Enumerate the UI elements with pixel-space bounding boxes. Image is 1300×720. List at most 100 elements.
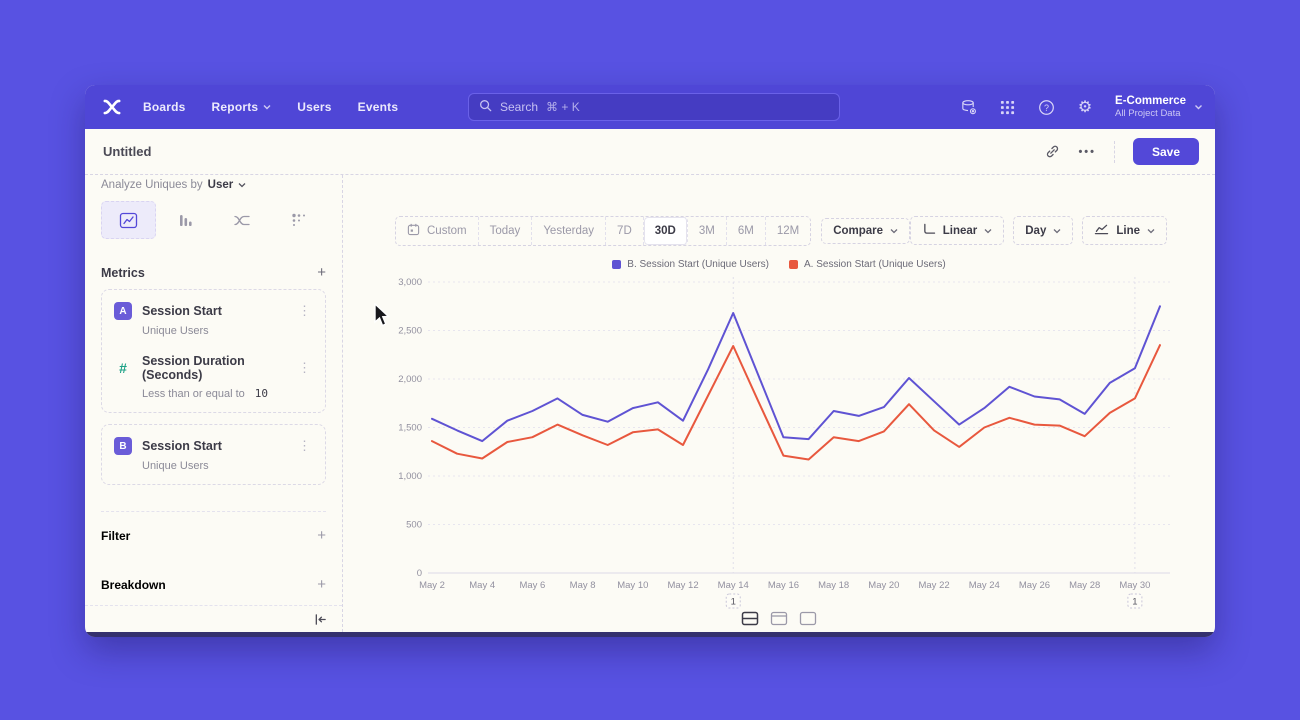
svg-text:1: 1: [1132, 597, 1137, 608]
chevron-down-icon: [1194, 104, 1203, 110]
collapse-sidebar-icon[interactable]: [313, 613, 328, 626]
analyze-uniques-row: Analyze Uniques by User: [101, 177, 326, 193]
tab-retention[interactable]: [271, 201, 326, 239]
layout-chart-only-icon[interactable]: [799, 611, 817, 626]
legend-swatch: [789, 260, 798, 269]
svg-text:May 30: May 30: [1119, 580, 1150, 591]
add-breakdown-button[interactable]: +: [317, 576, 326, 593]
metric-title[interactable]: Session Start: [142, 439, 222, 453]
svg-text:1,000: 1,000: [398, 471, 422, 482]
metric-badge-b: B: [114, 437, 132, 455]
add-filter-button[interactable]: +: [317, 527, 326, 544]
help-icon[interactable]: ?: [1037, 98, 1055, 116]
svg-text:1,500: 1,500: [398, 423, 422, 434]
date-range-12m[interactable]: 12M: [776, 225, 800, 237]
tab-flows[interactable]: [215, 201, 270, 239]
chart-area: 0 500 1,000 1,500 2,000 2,500 3,000 May 2 May 4 M…: [343, 270, 1215, 615]
layout-switcher: [343, 611, 1215, 626]
report-toolbar: Untitled ••• Save: [85, 129, 1215, 175]
nav-item-boards[interactable]: Boards: [143, 100, 186, 114]
filter-label: Filter: [101, 528, 131, 543]
date-range-3m[interactable]: 3M: [688, 217, 727, 245]
metric-group-card: A Session Start ⋮ Unique Users # Session…: [101, 289, 326, 413]
metric-item-duration[interactable]: # Session Duration (Seconds) ⋮ Less than…: [114, 354, 313, 400]
add-metric-button[interactable]: +: [317, 264, 326, 281]
svg-text:1: 1: [731, 597, 736, 608]
scale-dropdown[interactable]: Linear: [909, 216, 1005, 245]
chevron-down-icon: [1053, 228, 1061, 234]
date-range-controls: Custom Today Yesterday 7D 30D 3M 6M 12M …: [395, 216, 911, 246]
chart-type-dropdown[interactable]: Line: [1082, 216, 1167, 245]
svg-text:May 2: May 2: [419, 580, 445, 591]
mixpanel-logo-icon[interactable]: [99, 94, 125, 120]
chevron-down-icon: [238, 182, 246, 188]
date-range-6m[interactable]: 6M: [727, 217, 766, 245]
app-window: Boards Reports Users Events Search ⌘ + K…: [85, 85, 1215, 637]
tab-bar-chart[interactable]: [158, 201, 213, 239]
legend-item-b[interactable]: B. Session Start (Unique Users): [612, 259, 769, 270]
metric-title[interactable]: Session Duration (Seconds): [142, 354, 245, 382]
legend-label: A. Session Start (Unique Users): [804, 259, 946, 270]
metric-title[interactable]: Session Start: [142, 304, 222, 318]
interval-dropdown[interactable]: Day: [1013, 216, 1074, 245]
toolbar-divider: [1114, 140, 1115, 163]
share-link-icon[interactable]: [1045, 144, 1060, 159]
svg-text:May 6: May 6: [519, 580, 545, 591]
compare-dropdown[interactable]: Compare: [821, 218, 911, 244]
svg-text:May 4: May 4: [469, 580, 495, 591]
metric-operator[interactable]: Less than or equal to: [142, 388, 245, 400]
breakdown-label: Breakdown: [101, 577, 166, 592]
chevron-down-icon: [984, 228, 992, 234]
save-button[interactable]: Save: [1133, 138, 1199, 165]
chart-canvas: Custom Today Yesterday 7D 30D 3M 6M 12M …: [343, 175, 1215, 632]
metric-operator-value[interactable]: 10: [254, 387, 268, 400]
metric-menu-icon[interactable]: ⋮: [298, 438, 311, 453]
data-integrations-icon[interactable]: [959, 98, 977, 116]
metric-group-card: B Session Start ⋮ Unique Users: [101, 424, 326, 485]
date-range-30d[interactable]: 30D: [643, 217, 688, 245]
date-range-yesterday[interactable]: Yesterday: [532, 217, 607, 245]
legend-item-a[interactable]: A. Session Start (Unique Users): [789, 259, 946, 270]
metric-subtitle[interactable]: Unique Users: [142, 460, 209, 472]
chevron-down-icon: [1147, 228, 1155, 234]
filter-section: Filter +: [101, 511, 326, 543]
report-body: Analyze Uniques by User Metri: [85, 175, 1215, 632]
layout-header-view-icon[interactable]: [770, 611, 788, 626]
search-input[interactable]: Search ⌘ + K: [468, 93, 840, 121]
date-range-custom[interactable]: Custom: [396, 217, 479, 245]
layout-split-view-icon[interactable]: [741, 611, 759, 626]
svg-text:May 10: May 10: [617, 580, 648, 591]
number-property-icon: #: [119, 360, 127, 376]
svg-text:May 20: May 20: [868, 580, 899, 591]
chevron-down-icon: [890, 228, 898, 234]
chevron-down-icon: [263, 104, 271, 110]
svg-text:3,000: 3,000: [398, 277, 422, 288]
chart-display-controls: Linear Day Line: [909, 216, 1167, 245]
project-scope: All Project Data: [1115, 108, 1181, 119]
report-title[interactable]: Untitled: [103, 144, 152, 159]
top-nav: Boards Reports Users Events Search ⌘ + K…: [85, 85, 1215, 129]
apps-grid-icon[interactable]: [998, 98, 1016, 116]
analyze-value-dropdown[interactable]: User: [207, 179, 234, 191]
tab-insights-line[interactable]: [101, 201, 156, 239]
date-range-7d[interactable]: 7D: [606, 217, 644, 245]
date-range-group: Custom Today Yesterday 7D 30D 3M 6M 12M: [395, 216, 812, 246]
svg-text:2,000: 2,000: [398, 374, 422, 385]
sidebar-footer: [85, 605, 342, 632]
metric-subtitle[interactable]: Unique Users: [142, 325, 209, 337]
date-range-today[interactable]: Today: [479, 217, 533, 245]
metric-menu-icon[interactable]: ⋮: [298, 360, 311, 375]
legend-label: B. Session Start (Unique Users): [627, 259, 769, 270]
project-selector[interactable]: E-Commerce All Project Data: [1115, 95, 1203, 119]
metric-item-a[interactable]: A Session Start ⋮ Unique Users: [114, 302, 313, 337]
nav-item-users[interactable]: Users: [297, 100, 332, 114]
metric-item-b[interactable]: B Session Start ⋮ Unique Users: [114, 437, 313, 472]
more-options-icon[interactable]: •••: [1078, 145, 1096, 158]
metric-menu-icon[interactable]: ⋮: [298, 303, 311, 318]
settings-icon[interactable]: ⚙: [1077, 99, 1093, 116]
search-icon: [479, 99, 492, 115]
nav-item-reports[interactable]: Reports: [212, 100, 272, 114]
svg-text:May 14: May 14: [718, 580, 749, 591]
nav-item-events[interactable]: Events: [357, 100, 399, 114]
line-chart[interactable]: 0 500 1,000 1,500 2,000 2,500 3,000 May 2 May 4 M…: [343, 270, 1215, 615]
